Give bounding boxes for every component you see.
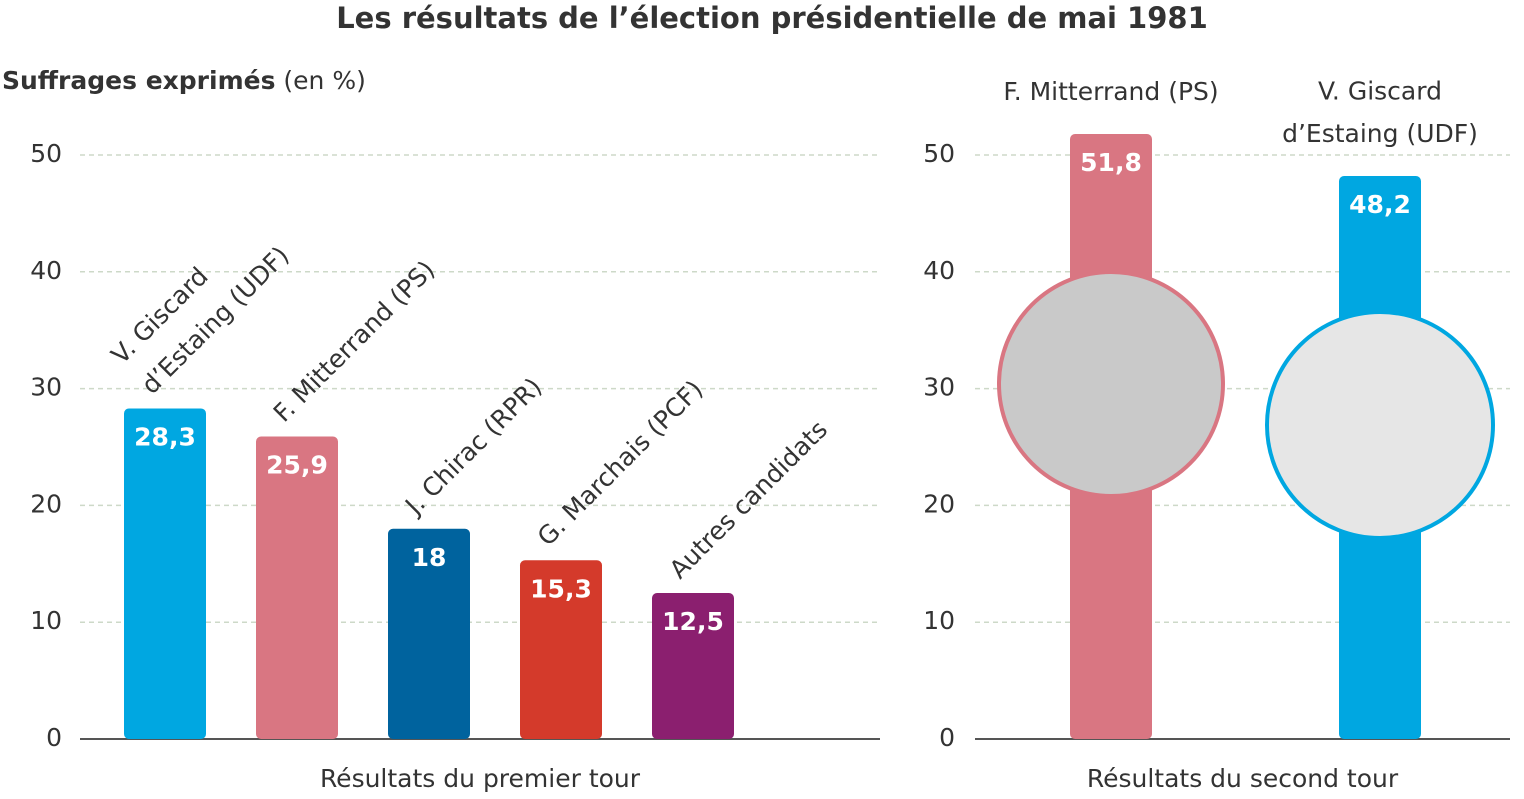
category-label: J. Chirac (RPR) (398, 372, 547, 521)
category-label: V. Giscardd’Estaing (UDF) (106, 211, 295, 400)
bar (124, 408, 206, 739)
y-tick-label: 10 (30, 606, 62, 635)
photo (997, 270, 1225, 498)
y-axis-label-unit: (en %) (283, 66, 365, 95)
y-tick-label: 50 (30, 139, 62, 168)
bar (520, 560, 602, 739)
y-tick-label: 30 (923, 373, 955, 402)
y-tick-label: 0 (46, 723, 62, 752)
y-axis-label: Suffrages exprimés (en %) (2, 66, 366, 95)
value-label: 51,8 (1080, 148, 1142, 177)
bar (256, 436, 338, 739)
bar (652, 593, 734, 739)
y-tick-label: 0 (939, 723, 955, 752)
x-axis-label: Résultats du second tour (1087, 764, 1399, 793)
y-tick-label: 40 (30, 256, 62, 285)
category-label: F. Mitterrand (PS) (1003, 77, 1218, 106)
value-label: 25,9 (266, 450, 328, 479)
category-label: Autres candidats (664, 415, 833, 584)
bar (388, 528, 470, 739)
y-tick-label: 20 (923, 489, 955, 518)
value-label: 48,2 (1349, 190, 1411, 219)
value-label: 15,3 (530, 574, 592, 603)
category-label: F. Mitterrand (PS) (268, 255, 441, 428)
value-label: 12,5 (662, 607, 724, 636)
value-label: 18 (412, 543, 447, 572)
y-tick-label: 40 (923, 256, 955, 285)
chart-title: Les résultats de l’élection présidentiel… (336, 1, 1208, 35)
x-axis-label: Résultats du premier tour (320, 764, 641, 793)
y-axis-label-main: Suffrages exprimés (2, 66, 275, 95)
value-label: 28,3 (134, 422, 196, 451)
y-tick-label: 10 (923, 606, 955, 635)
y-tick-label: 20 (30, 489, 62, 518)
category-label: G. Marchais (PCF) (532, 375, 709, 552)
photo (1265, 310, 1495, 540)
y-tick-label: 30 (30, 373, 62, 402)
y-tick-label: 50 (923, 139, 955, 168)
